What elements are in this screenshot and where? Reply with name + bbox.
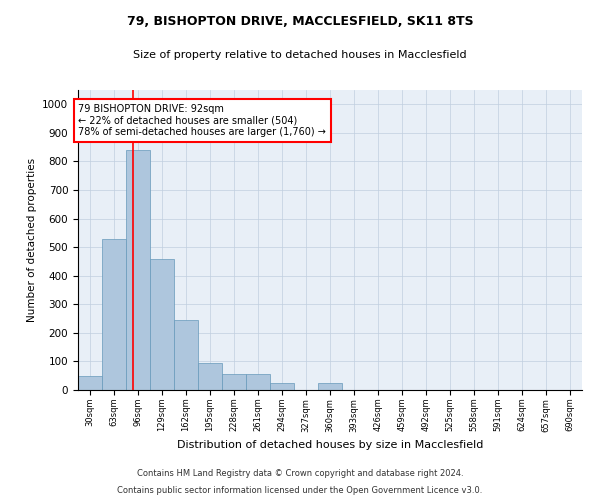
Text: 79 BISHOPTON DRIVE: 92sqm
← 22% of detached houses are smaller (504)
78% of semi: 79 BISHOPTON DRIVE: 92sqm ← 22% of detac… bbox=[79, 104, 326, 138]
Bar bbox=[126, 150, 150, 390]
Text: 79, BISHOPTON DRIVE, MACCLESFIELD, SK11 8TS: 79, BISHOPTON DRIVE, MACCLESFIELD, SK11 … bbox=[127, 15, 473, 28]
Bar bbox=[102, 238, 126, 390]
Bar bbox=[222, 374, 246, 390]
Bar bbox=[78, 376, 102, 390]
Bar bbox=[318, 383, 342, 390]
Y-axis label: Number of detached properties: Number of detached properties bbox=[26, 158, 37, 322]
Bar bbox=[270, 383, 294, 390]
X-axis label: Distribution of detached houses by size in Macclesfield: Distribution of detached houses by size … bbox=[177, 440, 483, 450]
Text: Size of property relative to detached houses in Macclesfield: Size of property relative to detached ho… bbox=[133, 50, 467, 60]
Bar bbox=[150, 258, 174, 390]
Bar bbox=[246, 374, 270, 390]
Bar bbox=[198, 363, 222, 390]
Text: Contains public sector information licensed under the Open Government Licence v3: Contains public sector information licen… bbox=[118, 486, 482, 495]
Bar bbox=[174, 320, 198, 390]
Text: Contains HM Land Registry data © Crown copyright and database right 2024.: Contains HM Land Registry data © Crown c… bbox=[137, 468, 463, 477]
